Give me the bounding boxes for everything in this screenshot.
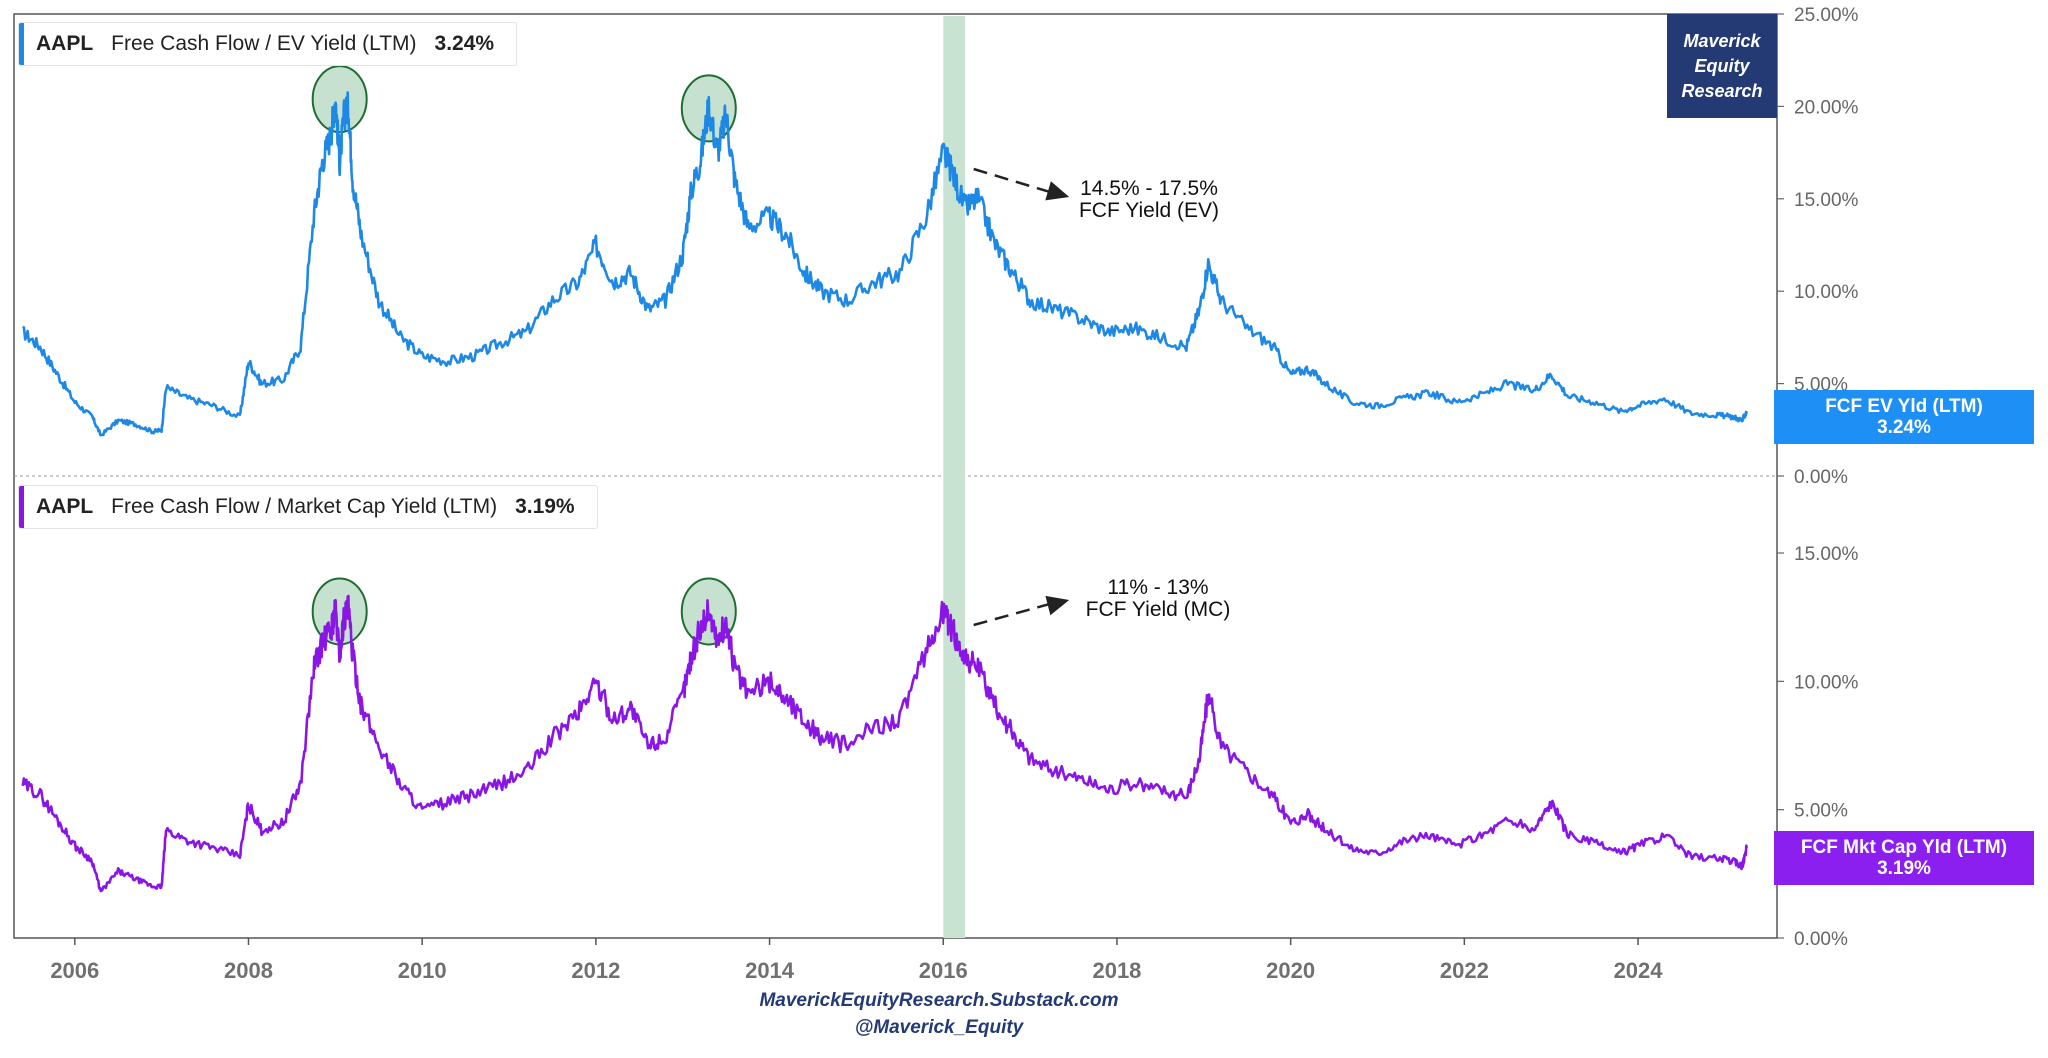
annotation-arrow-top: [973, 167, 1054, 195]
annotation-text-bottom-line2: FCF Yield (MC): [1086, 598, 1231, 621]
annotation-text-top-line2: FCF Yield (EV): [1079, 199, 1219, 222]
legend-top-value: 3.24%: [434, 32, 495, 55]
y-tick-label-bottom-2: 10.00%: [1794, 672, 1859, 693]
brand-line-2: Equity: [1694, 55, 1750, 76]
y-tick-label-bottom-1: 5.00%: [1794, 801, 1848, 822]
legend-bottom-color-bar: [19, 486, 24, 528]
brand-logo: Maverick Equity Research: [1667, 14, 1777, 118]
highlight-band-bottom: [943, 476, 965, 938]
annotation-text-top-line1: 14.5% - 17.5%: [1080, 177, 1218, 200]
x-tick-label-2020: 2020: [1266, 958, 1315, 983]
footer-handle[interactable]: @Maverick_Equity: [854, 1017, 1024, 1038]
x-tick-label-2016: 2016: [919, 958, 968, 983]
series-line-top: [22, 91, 1748, 437]
legend-bottom-title: Free Cash Flow / Market Cap Yield (LTM): [111, 495, 498, 518]
x-tick-label-2006: 2006: [50, 958, 99, 983]
end-tag-mc: FCF Mkt Cap Yld (LTM) 3.19%: [1774, 831, 2034, 885]
series-line-bottom: [21, 594, 1748, 893]
brand-line-1: Maverick: [1683, 30, 1761, 51]
highlight-band-top: [943, 16, 965, 476]
y-tick-label-top-3: 15.00%: [1794, 190, 1859, 211]
y-tick-label-top-0: 0.00%: [1794, 467, 1848, 488]
x-tick-label-2014: 2014: [745, 958, 795, 983]
y-tick-label-top-4: 20.00%: [1794, 97, 1859, 118]
end-tag-ev-value: 3.24%: [1877, 417, 1931, 438]
y-tick-label-top-2: 10.00%: [1794, 282, 1859, 303]
y-tick-label-bottom-0: 0.00%: [1794, 929, 1848, 950]
legend-bottom-value: 3.19%: [515, 495, 575, 518]
x-tick-label-2008: 2008: [224, 958, 273, 983]
x-tick-label-2022: 2022: [1440, 958, 1489, 983]
x-tick-label-2018: 2018: [1092, 958, 1141, 983]
legend-top-color-bar: [19, 23, 24, 65]
y-tick-label-top-5: 25.00%: [1794, 5, 1859, 26]
y-tick-label-bottom-3: 15.00%: [1794, 544, 1859, 565]
legend-top-title: Free Cash Flow / EV Yield (LTM): [111, 32, 417, 55]
x-tick-label-2012: 2012: [571, 958, 620, 983]
legend-bottom: AAPL Free Cash Flow / Market Cap Yield (…: [18, 485, 598, 529]
annotation-arrowhead-top: [1045, 181, 1070, 201]
peak-circle-top-1: [311, 65, 368, 134]
annotation-arrow-bottom: [973, 601, 1054, 627]
legend-top-ticker: AAPL: [36, 32, 94, 55]
end-tag-ev-label: FCF EV Yld (LTM): [1825, 396, 1983, 417]
end-tag-mc-label: FCF Mkt Cap Yld (LTM): [1800, 837, 2008, 858]
annotation-arrowhead-bottom: [1045, 595, 1070, 616]
annotation-text-bottom-line1: 11% - 13%: [1107, 576, 1208, 599]
legend-top: AAPL Free Cash Flow / EV Yield (LTM) 3.2…: [18, 22, 518, 66]
end-tag-ev: FCF EV Yld (LTM) 3.24%: [1774, 390, 2034, 444]
legend-bottom-ticker: AAPL: [36, 495, 94, 518]
footer-site[interactable]: MaverickEquityResearch.Substack.com: [759, 990, 1119, 1011]
x-tick-label-2024: 2024: [1614, 958, 1664, 983]
brand-line-3: Research: [1681, 80, 1763, 101]
x-tick-label-2010: 2010: [398, 958, 447, 983]
end-tag-mc-value: 3.19%: [1877, 858, 1931, 879]
